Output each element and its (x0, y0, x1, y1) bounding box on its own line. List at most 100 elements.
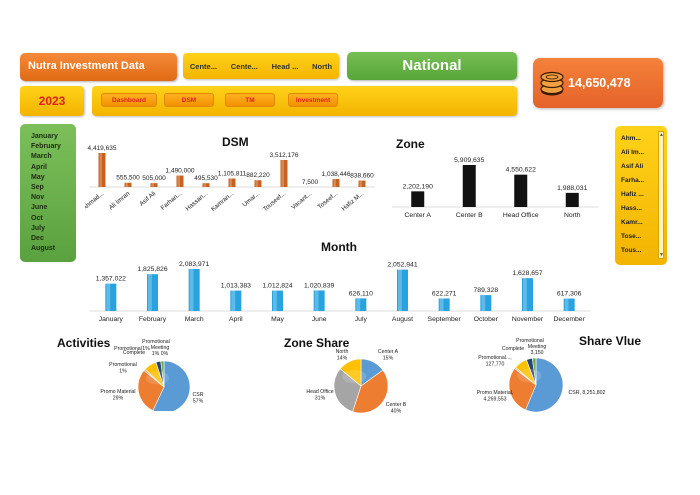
bar-highlight (281, 159, 284, 187)
bar-highlight (229, 178, 232, 187)
tick-label: Center B (456, 212, 483, 219)
bar (150, 183, 158, 187)
pie-label: Promo Material, (477, 390, 514, 396)
data-label: 626,110 (349, 290, 373, 297)
data-label: 1,013,383 (221, 283, 251, 290)
month-item[interactable]: Sep (31, 183, 44, 191)
pie-label: 15% (383, 356, 394, 362)
month-item[interactable]: Nov (31, 194, 45, 202)
zone-chart-title: Zone (396, 137, 425, 151)
pie-slice (525, 357, 564, 413)
pie-slice (508, 368, 537, 411)
pie-label: 57% (193, 399, 204, 405)
name-item[interactable]: Kamr... (621, 219, 643, 226)
national-text: National (402, 57, 462, 74)
month-item[interactable]: March (31, 153, 52, 161)
tick-label: May (271, 316, 284, 323)
slicer-item[interactable]: Cente... (230, 61, 258, 71)
bar (105, 283, 117, 311)
year-selector[interactable]: 2023 (20, 86, 84, 116)
bar-highlight (106, 283, 111, 311)
bar (565, 192, 579, 207)
activities-chart-title: Activities (57, 336, 111, 350)
report-title-text: Nutra Investment Data (28, 60, 145, 72)
name-item[interactable]: Ali Im... (621, 149, 645, 156)
tick-label: Umar... (241, 190, 261, 209)
bar (124, 182, 132, 187)
tick-label: February (139, 316, 167, 323)
bar-highlight (189, 269, 194, 311)
pie-label: Meeting (151, 345, 170, 351)
tick-label: Kamran... (210, 190, 236, 213)
tick-label: Ahmad... (85, 190, 105, 212)
tick-label: June (312, 316, 327, 323)
pie-label: 1% (119, 369, 127, 375)
data-label: 7,500 (302, 179, 319, 186)
tick-label: Ali Imran (108, 190, 132, 212)
bar (254, 180, 262, 187)
data-label: 1,105,811 (218, 170, 247, 177)
pie-label: 127,770 (486, 362, 505, 368)
pie-label: Complete (502, 346, 524, 352)
bar (280, 159, 288, 187)
data-label: 1,825,826 (137, 266, 167, 273)
data-label: 2,083,971 (179, 261, 209, 268)
pie-label: 1% (142, 346, 150, 352)
pie-slice (160, 360, 165, 388)
tick-label: July (355, 316, 368, 323)
month-item[interactable]: February (31, 143, 61, 151)
month-item[interactable]: January (31, 133, 58, 140)
total-investment-card: 14,650,478 (533, 58, 663, 108)
month-item[interactable]: July (31, 224, 46, 232)
pie-label: 1% 0% (152, 351, 169, 357)
nav-tm-button[interactable]: TM (225, 93, 275, 107)
name-item[interactable]: Hafiz ... (621, 191, 644, 198)
name-item[interactable]: Farha... (621, 177, 645, 184)
bar-highlight (203, 183, 206, 187)
month-item[interactable]: June (31, 204, 48, 212)
slicer-item[interactable]: Head ... (271, 61, 299, 71)
zone-share-chart-title: Zone Share (284, 336, 350, 350)
scroll-up-icon[interactable]: ▲ (659, 132, 664, 138)
name-item[interactable]: Ahm... (621, 135, 641, 142)
slicer-item[interactable]: Cente... (189, 61, 217, 71)
tick-label: Touseef... (262, 190, 288, 213)
name-item[interactable]: Tous... (621, 247, 642, 254)
slicer-item[interactable]: North (312, 61, 333, 71)
nav-investment-button[interactable]: Investment (288, 93, 338, 107)
nav-dsm-button[interactable]: DSM (164, 93, 214, 107)
name-item[interactable]: Tose... (621, 233, 642, 240)
bar (230, 290, 242, 311)
tick-label: Hafiz M... (340, 190, 365, 213)
dsm-chart-title: DSM (222, 135, 249, 149)
pie-label: Complete (123, 350, 145, 356)
share-value-chart-title: Share Vlue (579, 334, 642, 348)
month-item[interactable]: August (31, 245, 56, 253)
nav-dashboard-button[interactable]: Dashboard (101, 93, 157, 107)
bar-highlight (255, 180, 258, 187)
bar-highlight (523, 278, 527, 311)
slicer-scrollbar[interactable]: ▲ ▼ (658, 131, 664, 259)
tick-label: January (99, 316, 124, 323)
scroll-down-icon[interactable]: ▼ (659, 252, 664, 258)
name-item[interactable]: Hass... (621, 205, 642, 212)
data-label: 1,988,031 (557, 185, 587, 192)
zone-bar-chart: 2,202,190 Center A 5,909,635 Center B 4,550,… (392, 157, 598, 219)
name-item[interactable]: Asif Ali (621, 163, 644, 170)
bar-highlight (359, 180, 362, 187)
zone-slicer[interactable]: Cente... Cente... Head ... North (183, 53, 339, 79)
bar (98, 153, 106, 187)
month-item[interactable]: May (31, 173, 45, 181)
month-item[interactable]: Dec (31, 234, 44, 242)
pie-highlight (517, 368, 542, 383)
pie-slice (137, 370, 165, 411)
tick-label: Farhan... (159, 190, 183, 212)
month-item[interactable]: April (31, 163, 47, 171)
bar-highlight (398, 269, 402, 311)
month-item[interactable]: Oct (31, 214, 43, 222)
data-label: 789,328 (474, 287, 499, 294)
bar (176, 175, 184, 187)
data-label: 1,020,839 (304, 282, 334, 289)
pie-slice (152, 360, 191, 411)
